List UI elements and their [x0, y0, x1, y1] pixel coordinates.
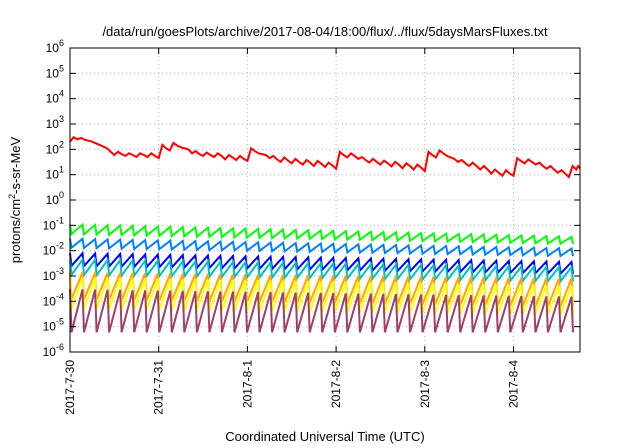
y-tick-exp: 3	[59, 114, 64, 124]
x-axis: 2017-7-30 2017-7-31 2017-8-1 2017-8-2 2017-8…	[63, 48, 520, 415]
y-tick-base: 10	[46, 142, 60, 156]
y-tick-label: 103	[46, 114, 64, 131]
x-tick-label: 2017-8-2	[329, 360, 343, 408]
series-line-8	[69, 289, 574, 333]
y-tick-base: 10	[46, 92, 60, 106]
y-tick-base: 10	[43, 269, 57, 283]
y-tick-exp: 1	[59, 165, 64, 175]
y-tick-label: 106	[46, 38, 64, 55]
y-tick-base: 10	[43, 345, 57, 359]
y-axis-label-rest: -s-sr-MeV	[8, 136, 23, 193]
y-tick-base: 10	[46, 168, 60, 182]
chart-title: /data/run/goesPlots/archive/2017-08-04/1…	[102, 24, 548, 39]
y-tick-base: 10	[46, 66, 60, 80]
y-tick-exp: 6	[59, 38, 64, 48]
y-tick-label: 10-5	[43, 317, 64, 334]
y-axis-label: protons/cm2-s-sr-MeV	[7, 136, 23, 263]
y-tick-label: 100	[46, 190, 64, 207]
y-tick-exp: -4	[56, 291, 64, 301]
y-tick-exp: -2	[56, 241, 64, 251]
x-tick-label: 2017-8-1	[240, 360, 254, 408]
series-line-1	[69, 135, 581, 179]
y-tick-base: 10	[43, 244, 57, 258]
series-lines	[69, 135, 581, 333]
y-axis: 10610510410310210110010-110-210-310-410-…	[43, 38, 580, 359]
y-axis-label-sup: 2	[7, 194, 17, 199]
x-tick-label: 2017-7-31	[152, 360, 166, 415]
y-tick-label: 104	[46, 89, 64, 106]
y-tick-exp: -5	[56, 317, 64, 327]
x-tick-label: 2017-7-30	[63, 360, 77, 415]
y-tick-label: 10-4	[43, 291, 64, 308]
y-tick-base: 10	[43, 218, 57, 232]
y-tick-exp: 4	[59, 89, 64, 99]
y-tick-exp: -1	[56, 215, 64, 225]
x-tick-label: 2017-8-4	[506, 360, 520, 408]
y-tick-label: 10-2	[43, 241, 64, 258]
y-tick-exp: -3	[56, 266, 64, 276]
y-tick-label: 105	[46, 63, 64, 80]
series-line-2	[69, 222, 574, 246]
y-tick-label: 101	[46, 165, 64, 182]
x-tick-label: 2017-8-3	[418, 360, 432, 408]
y-tick-base: 10	[46, 193, 60, 207]
y-tick-exp: 2	[59, 139, 64, 149]
y-tick-exp: 5	[59, 63, 64, 73]
y-tick-exp: 0	[59, 190, 64, 200]
y-tick-base: 10	[46, 41, 60, 55]
y-tick-base: 10	[46, 117, 60, 131]
y-tick-base: 10	[43, 294, 57, 308]
y-axis-label-base: protons/cm	[8, 199, 23, 263]
series-line-5	[69, 256, 574, 284]
y-tick-label: 10-1	[43, 215, 64, 232]
series-line-3	[69, 236, 574, 258]
y-tick-label: 10-3	[43, 266, 64, 283]
y-tick-label: 102	[46, 139, 64, 156]
y-tick-exp: -6	[56, 342, 64, 352]
x-axis-label: Coordinated Universal Time (UTC)	[225, 429, 424, 444]
y-tick-base: 10	[43, 320, 57, 334]
y-tick-label: 10-6	[43, 342, 64, 359]
